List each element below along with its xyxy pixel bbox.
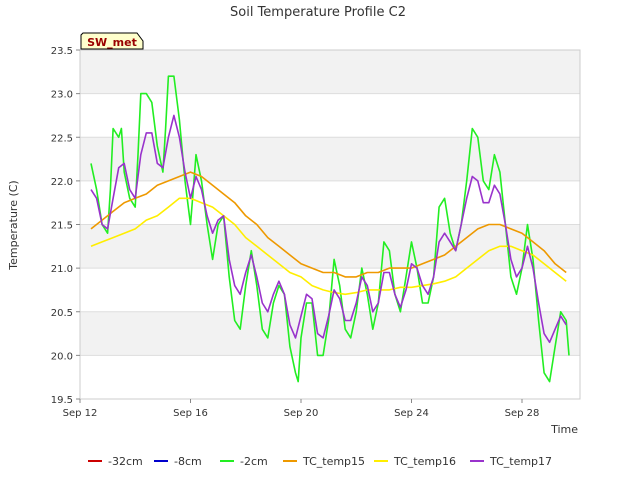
grid-band [80,224,580,269]
plot-background-bands [80,50,580,399]
legend-label-tc-temp17: TC_temp17 [489,455,552,468]
site-badge-box [80,32,144,50]
y-tick-label: 20.5 [51,308,73,319]
x-tick-label: Sep 28 [505,408,540,419]
grid-band [80,50,580,94]
y-tick-label: 22.0 [51,177,73,188]
legend-label-tc-temp16: TC_temp16 [393,455,456,468]
legend: -32cm -8cm -2cm TC_temp15 TC_temp16 TC_temp17 [88,455,552,468]
legend-label--8cm: -8cm [174,455,202,468]
series-line-tc-temp16 [90,197,567,296]
chart-title: Soil Temperature Profile C2 [230,5,406,20]
y-tick-label: 19.5 [51,395,73,406]
y-tick-label: 22.5 [51,133,73,144]
y-tick-label: 21.0 [51,264,73,275]
series-line-tc-temp17 [90,114,567,344]
y-tick-label: 23.5 [51,46,73,57]
grid-band [80,355,580,399]
site-badge: SW_met [80,32,144,50]
x-tick-label: Sep 24 [394,408,429,419]
x-tick-label: Sep 16 [173,408,208,419]
x-axis-ticks: Sep 12 Sep 16 Sep 20 Sep 24 Sep 28 [63,399,540,419]
x-axis-label: Time [550,423,578,436]
legend-label--2cm: -2cm [240,455,268,468]
y-tick-label: 21.5 [51,221,73,232]
y-axis-ticks: 19.5 20.0 20.5 21.0 21.5 22.0 22.5 23.0 23.5 [51,46,80,406]
y-tick-label: 20.0 [51,351,73,362]
y-tick-label: 23.0 [51,90,73,101]
x-tick-label: Sep 20 [284,408,319,419]
legend-label--32cm: -32cm [108,455,143,468]
series-line-tc-temp15 [90,171,567,278]
grid-band [80,311,580,356]
grid-band [80,137,580,181]
grid-band [80,93,580,138]
series-lines [90,75,570,383]
series-line--2cm [90,75,570,383]
x-tick-label: Sep 12 [63,408,98,419]
legend-label-tc-temp15: TC_temp15 [302,455,365,468]
y-axis-label: Temperature (C) [7,180,20,270]
site-badge-label: SW_met [87,36,137,49]
